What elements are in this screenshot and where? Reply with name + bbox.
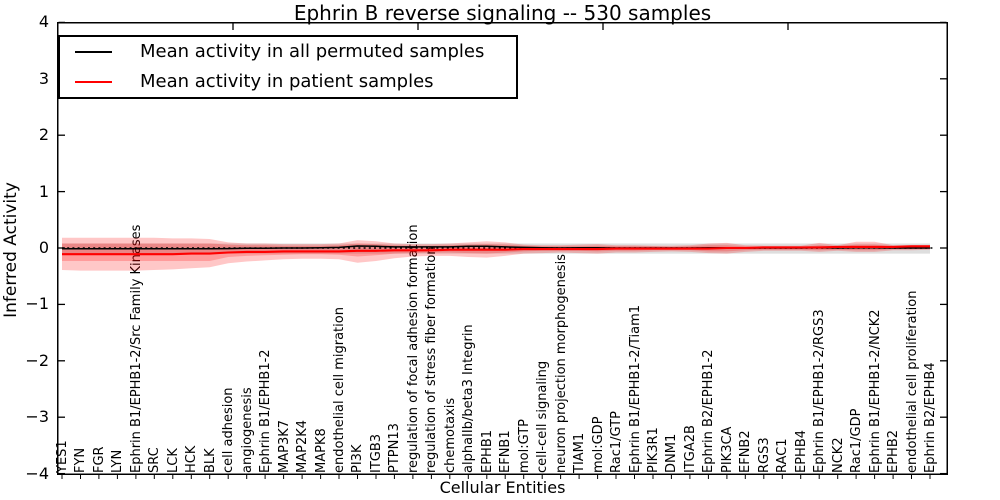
y-tick-label: 4 xyxy=(38,12,49,32)
legend-label-patient: Mean activity in patient samples xyxy=(140,71,434,92)
patient-mean-line xyxy=(62,245,930,256)
y-tick-label: 1 xyxy=(38,181,49,201)
permuted-line-sample xyxy=(75,51,112,53)
y-tick-label: 3 xyxy=(38,68,49,88)
legend-entry-permuted: Mean activity in all permuted samples xyxy=(60,40,516,64)
patient-samples-outer-spread-band xyxy=(62,237,930,271)
patient-line-sample xyxy=(75,81,112,83)
legend-label-permuted: Mean activity in all permuted samples xyxy=(140,41,485,62)
legend: Mean activity in all permuted samples Me… xyxy=(58,35,518,99)
axes-frame xyxy=(57,22,948,475)
legend-entry-patient: Mean activity in patient samples xyxy=(60,70,516,94)
y-tick-label: 0 xyxy=(38,238,49,257)
x-axis-label: Cellular Entities xyxy=(439,478,566,497)
plot-area: YES1 FYN FGR LYN Ephrin B1/EPHB1-2/Src Famil… xyxy=(55,21,948,479)
chart-canvas xyxy=(57,21,948,479)
y-tick-label: −1 xyxy=(25,294,49,314)
y-tick-label: −4 xyxy=(25,463,49,483)
y-tick-label: −3 xyxy=(25,407,49,427)
y-tick-label: 2 xyxy=(38,125,49,145)
y-tick-label: −2 xyxy=(25,350,49,370)
chart-title: Ephrin B reverse signaling -- 530 sample… xyxy=(293,1,712,25)
